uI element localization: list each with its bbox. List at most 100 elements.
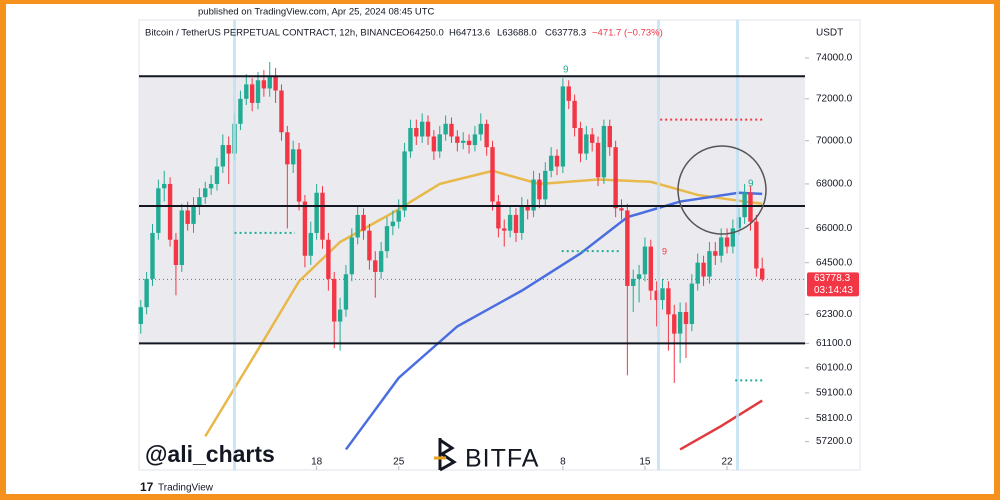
candle-body: [308, 232, 313, 256]
candle-body: [302, 201, 308, 256]
highlight: [233, 20, 236, 470]
candle-body: [513, 214, 519, 233]
candle-body: [642, 246, 648, 275]
candle-body: [332, 278, 337, 322]
candle-body: [279, 90, 284, 133]
candle-body: [695, 262, 700, 284]
candle-body: [502, 228, 507, 231]
candle-body: [419, 121, 425, 137]
candle-body: [203, 188, 208, 198]
overlay: 74000.0 72000.0 70000.0 68000.0 66000.0 64500…: [139, 53, 859, 470]
candle-body: [249, 84, 255, 103]
seq-marker: 9: [748, 179, 754, 190]
candle-body: [525, 206, 530, 211]
candle-body: [337, 309, 343, 322]
candle-body: [167, 183, 173, 240]
candle-body: [214, 166, 220, 184]
highlight: [736, 20, 739, 470]
candle-body: [244, 84, 249, 99]
candle-body: [162, 183, 167, 189]
candle-body: [320, 192, 325, 240]
candle-body: [156, 188, 161, 233]
candle-body: [455, 136, 460, 143]
author-watermark: @ali_charts: [145, 441, 275, 467]
candle-body: [754, 221, 759, 269]
x-tick-label: 8: [560, 457, 566, 468]
candle-body: [760, 268, 765, 280]
candle-body: [631, 278, 636, 286]
candle-body: [443, 123, 448, 135]
candle-body: [361, 214, 366, 231]
candle-body: [724, 237, 730, 247]
x-tick-label: 15: [639, 457, 651, 468]
candle-body: [238, 98, 243, 124]
candle-body: [144, 278, 149, 308]
ohlc-change: −471.7 (−0.73%): [592, 28, 663, 39]
candle-body: [396, 210, 401, 222]
candle-body: [355, 214, 360, 238]
candle-body: [408, 128, 413, 152]
y-tick-label: 68000.0: [816, 179, 853, 190]
candle-body: [666, 288, 671, 315]
candle-body: [191, 206, 196, 224]
candle-body: [173, 239, 179, 265]
candle-body: [519, 206, 525, 233]
indicator-line: [679, 399, 763, 451]
candle-body: [478, 123, 483, 135]
candle-body: [220, 145, 226, 167]
candle-body: [296, 149, 302, 202]
candle-body: [537, 179, 542, 200]
ohlc-open: O64250.0: [402, 28, 444, 39]
candle-body: [595, 142, 601, 178]
x-tick-label: 22: [721, 457, 733, 468]
candle-body: [414, 128, 419, 137]
candle-body: [185, 210, 190, 224]
highlight: [657, 20, 660, 470]
ohlc-close: C63778.3: [545, 28, 586, 39]
candle-body: [613, 147, 618, 209]
candle-body: [677, 311, 683, 334]
candle-body: [273, 76, 278, 91]
y-tick-label: 62300.0: [816, 309, 853, 320]
candle-body: [384, 226, 390, 252]
price-tag-label: 63778.3: [814, 273, 851, 284]
candle-body: [742, 192, 747, 218]
candle-body: [584, 134, 589, 154]
candle-body: [378, 251, 384, 272]
candle-body: [548, 155, 554, 171]
candle-body: [507, 214, 513, 231]
candle-body: [654, 290, 659, 301]
candle-body: [707, 251, 712, 277]
countdown: 03:14:43: [814, 285, 853, 296]
candle-body: [226, 145, 231, 154]
candle-body: [150, 232, 155, 279]
candle-body: [589, 134, 595, 143]
candle-body: [636, 274, 642, 279]
candle-body: [572, 100, 577, 129]
candle-body: [701, 262, 706, 277]
candle-body: [601, 125, 607, 178]
candle-body: [496, 201, 501, 229]
candle-body: [179, 210, 184, 265]
x-tick-label: 18: [311, 457, 323, 468]
focus-circle: [677, 145, 767, 235]
ohlc-high: H64713.6: [449, 28, 490, 39]
candle-body: [619, 208, 624, 211]
symbol: Bitcoin / TetherUS PERPETUAL CONTRACT, 1…: [145, 28, 403, 39]
published-note: published on TradingView.com, Apr 25, 20…: [198, 7, 435, 18]
candle-body: [208, 183, 214, 189]
candle-body: [648, 246, 654, 291]
candle-body: [560, 86, 566, 167]
candle-body: [255, 80, 261, 103]
candle-body: [285, 132, 290, 165]
ohlc-low: L63688.0: [497, 28, 537, 39]
candle-body: [683, 311, 689, 324]
candle-body: [730, 228, 736, 247]
candle-body: [748, 192, 753, 222]
candle-body: [543, 170, 548, 200]
candle-body: [402, 151, 407, 211]
candle-body: [138, 307, 143, 324]
candle-body: [425, 121, 431, 137]
y-tick-label: 59100.0: [816, 388, 853, 399]
